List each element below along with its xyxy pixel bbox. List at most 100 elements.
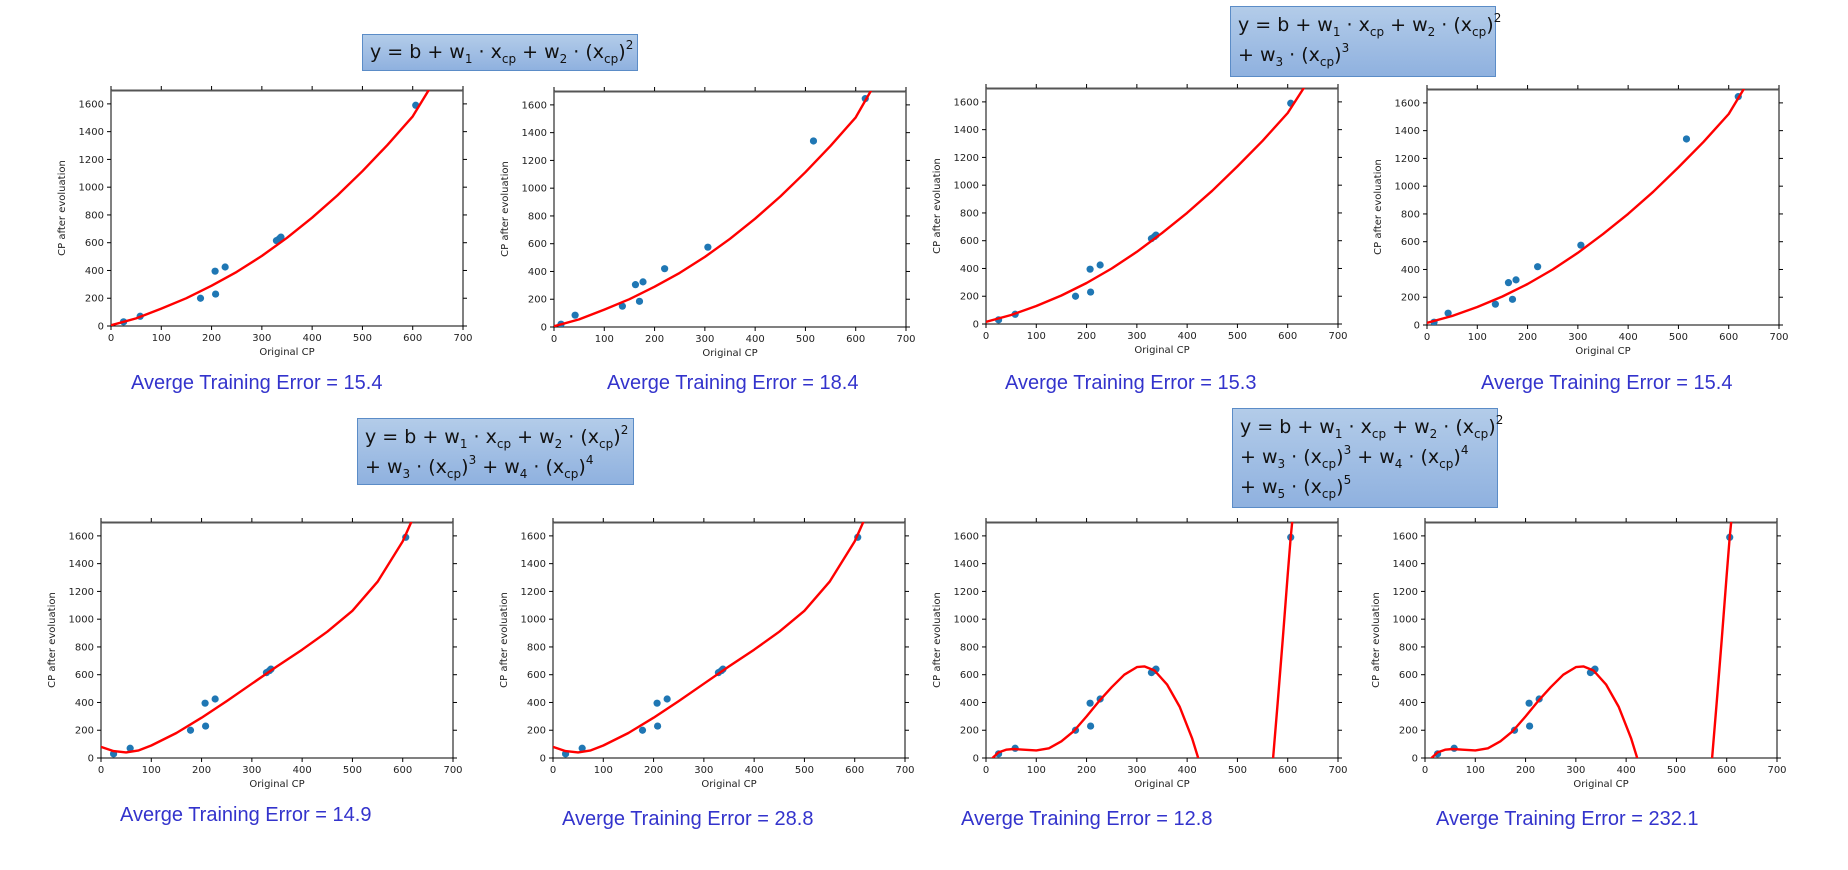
y-tick-label: 1400 [522, 128, 547, 139]
plot-cubic-testing: 0 100 200 300 400 500 600 700 0 200 400 600 800 1000 1… [1373, 85, 1789, 357]
y-axis-label: CP after evoluation [1371, 592, 1382, 688]
formula-line: y = b + w1 · xcp + w2 · (xcp)2 [1238, 10, 1501, 40]
x-tick-label: 300 [1568, 332, 1587, 343]
x-tick-label: 200 [1516, 765, 1535, 776]
y-tick-label: 1000 [521, 615, 546, 626]
formula-token: · x [1340, 14, 1370, 36]
chart-svg: 0 100 200 300 400 500 600 700 0 200 400 600 800 1000 1… [932, 84, 1348, 356]
y-tick-label: 1600 [521, 531, 546, 542]
x-tick-label: 700 [443, 765, 462, 776]
formula-token: 1 [464, 52, 473, 66]
formula-token: cp [1474, 427, 1489, 441]
data-point [277, 233, 285, 241]
y-tick-label: 600 [1399, 670, 1418, 681]
y-tick-label: 1400 [954, 125, 979, 136]
y-tick-label: 200 [75, 726, 94, 737]
x-tick-label: 0 [1424, 332, 1430, 343]
formula-token: · x [1342, 416, 1372, 438]
fit-curve [111, 90, 430, 326]
y-tick-label: 1200 [79, 155, 104, 166]
formula-token: y = b + w [370, 41, 465, 63]
formula-line: + w3 · (xcp)3 + w4 · (xcp)4 [365, 452, 626, 482]
formula-token: · (x [1437, 416, 1475, 438]
y-tick-label: 1200 [69, 587, 94, 598]
formula-token: ) [1488, 416, 1496, 438]
data-point [201, 722, 210, 730]
formula-token: 2 [1427, 25, 1436, 39]
chart-svg: 0 100 200 300 400 500 600 700 0 200 400 600 800 1000 1… [932, 518, 1348, 790]
y-tick-label: 0 [973, 320, 979, 331]
x-tick-label: 600 [1278, 331, 1297, 342]
x-tick-label: 400 [746, 334, 765, 345]
chart-svg: 0 100 200 300 400 500 600 700 0 200 400 600 800 1000 1… [57, 86, 473, 358]
formula-token: · x [472, 41, 502, 63]
formula-line: y = b + w1 · xcp + w2 · (xcp)2 [370, 38, 633, 66]
y-tick-label: 1600 [69, 531, 94, 542]
x-tick-label: 700 [1769, 332, 1788, 343]
x-tick-label: 100 [595, 334, 614, 345]
y-tick-label: 0 [98, 322, 104, 333]
fit-curve [991, 665, 1200, 758]
y-tick-label: 1400 [1395, 126, 1420, 137]
plot-frame [985, 87, 1339, 325]
y-tick-label: 1600 [954, 97, 979, 108]
y-axis-label: CP after evoluation [57, 160, 68, 256]
y-axis-label: CP after evoluation [47, 592, 58, 688]
y-axis-label: CP after evoluation [499, 592, 510, 688]
formula-token: + w [476, 456, 520, 478]
data-point [1086, 699, 1094, 707]
data-point [1086, 265, 1094, 273]
data-point [809, 137, 818, 145]
y-tick-label: 1000 [1393, 615, 1418, 626]
x-tick-label: 0 [983, 331, 989, 342]
data-point [653, 699, 661, 707]
y-tick-label: 1400 [521, 559, 546, 570]
x-tick-label: 0 [108, 333, 114, 344]
y-tick-label: 600 [528, 239, 547, 250]
data-point [1525, 699, 1533, 707]
formula-token: · (x [1402, 446, 1440, 468]
data-point [1096, 261, 1104, 269]
y-axis-label: CP after evoluation [932, 592, 943, 688]
y-tick-label: 400 [85, 266, 104, 277]
y-tick-label: 1400 [79, 127, 104, 138]
y-tick-label: 1200 [522, 156, 547, 167]
data-point [186, 726, 195, 734]
error-caption-cubic-training: Averge Training Error = 15.3 [1005, 372, 1257, 394]
plot-quintic-training: 0 100 200 300 400 500 600 700 0 200 400 600 800 1000 1… [932, 518, 1348, 790]
x-tick-label: 700 [895, 765, 914, 776]
x-tick-label: 400 [1619, 332, 1638, 343]
formula-line: + w5 · (xcp)5 [1240, 472, 1490, 502]
formula-token: 4 [1460, 443, 1469, 457]
formula-line: + w3 · (xcp)3 [1238, 40, 1488, 70]
formula-token: 1 [1334, 427, 1343, 441]
x-tick-label: 600 [1719, 332, 1738, 343]
x-tick-label: 600 [846, 334, 865, 345]
formula-token: cp [564, 467, 579, 481]
y-tick-label: 1200 [954, 153, 979, 164]
y-tick-label: 600 [1401, 237, 1420, 248]
formula-token: + w [1384, 14, 1428, 36]
y-tick-label: 200 [960, 726, 979, 737]
x-axis-label: Original CP [701, 779, 756, 790]
x-tick-label: 300 [695, 334, 714, 345]
error-caption-quartic-training-2: Averge Training Error = 28.8 [562, 808, 814, 830]
x-tick-label: 300 [1127, 765, 1146, 776]
data-point [704, 243, 712, 251]
formula-token: + w [1351, 446, 1395, 468]
x-tick-label: 200 [1077, 331, 1096, 342]
data-point [635, 297, 644, 305]
y-tick-label: 1000 [1395, 182, 1420, 193]
plot-area [101, 522, 413, 758]
formula-line: y = b + w1 · xcp + w2 · (xcp)2 [1240, 412, 1503, 442]
y-tick-label: 800 [1401, 209, 1420, 220]
formula-token: 3 [1343, 443, 1352, 457]
y-tick-label: 200 [527, 726, 546, 737]
y-tick-label: 400 [960, 698, 979, 709]
x-axis-label: Original CP [1573, 779, 1628, 790]
x-tick-label: 400 [1617, 765, 1636, 776]
fit-curve-segment [1271, 522, 1294, 758]
y-tick-label: 600 [85, 238, 104, 249]
formula-token: cp [1319, 55, 1335, 69]
formula-token: + w [1238, 44, 1276, 66]
